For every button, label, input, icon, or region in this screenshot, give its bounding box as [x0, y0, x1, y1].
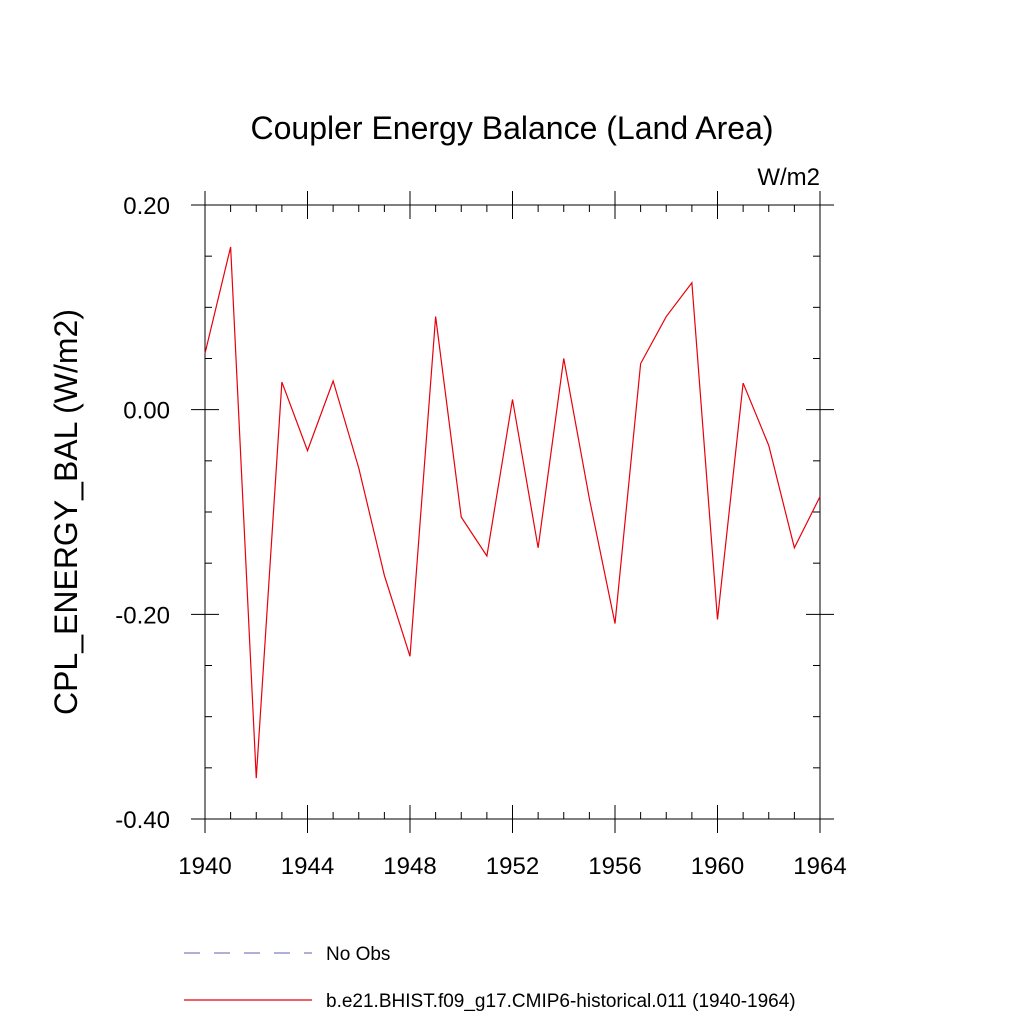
legend: No Obs b.e21.BHIST.f09_g17.CMIP6-historic…: [184, 944, 796, 1012]
units-label: W/m2: [757, 164, 820, 191]
y-axis-label: CPL_ENERGY_BAL (W/m2): [48, 309, 84, 715]
x-tick-label: 1960: [691, 853, 744, 880]
plot-frame: [204, 204, 821, 820]
x-tick-label: 1948: [383, 853, 436, 880]
y-tick-label: -0.20: [115, 602, 170, 629]
x-tick-label: 1940: [178, 853, 231, 880]
chart-title: Coupler Energy Balance (Land Area): [251, 110, 774, 146]
axis-tick-labels: 1940 1944 1948 1952 1956 1960 1964 -0.40 -0.20 0.…: [115, 193, 846, 880]
y-tick-label: 0.20: [123, 193, 170, 220]
x-tick-label: 1964: [793, 853, 846, 880]
x-tick-label: 1944: [281, 853, 334, 880]
axis-ticks: [191, 191, 834, 833]
y-tick-label: -0.40: [115, 807, 170, 834]
series-lines: [204, 246, 821, 779]
series-line-1: [204, 246, 821, 779]
legend-label-0: No Obs: [326, 944, 390, 965]
legend-label-1: b.e21.BHIST.f09_g17.CMIP6-historical.011…: [326, 991, 796, 1012]
x-tick-label: 1952: [486, 853, 539, 880]
y-tick-label: 0.00: [123, 398, 170, 425]
x-tick-label: 1956: [588, 853, 641, 880]
